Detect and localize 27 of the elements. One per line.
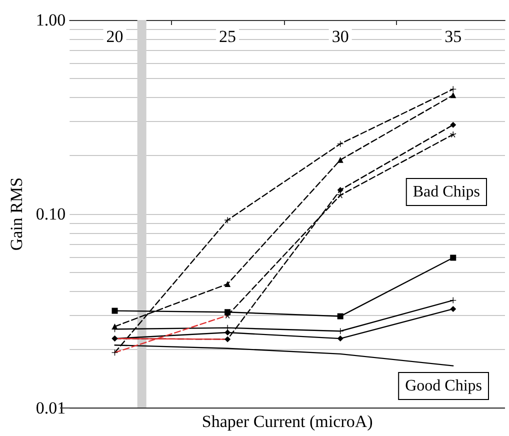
x-tick-label: 20	[106, 27, 124, 46]
point	[450, 92, 456, 98]
point	[450, 122, 456, 128]
point	[450, 254, 456, 261]
y-tick-label: 1.00	[36, 10, 66, 30]
point	[224, 280, 231, 287]
point	[337, 336, 344, 342]
point	[450, 306, 456, 312]
x-axis-title: Shaper Current (microA)	[202, 412, 373, 431]
x-tick-label: 30	[332, 27, 349, 46]
y-tick-label: 0.01	[36, 398, 66, 418]
point	[112, 324, 118, 330]
x-tick-label: 35	[444, 27, 462, 46]
point	[337, 156, 344, 163]
point	[224, 336, 231, 342]
y-axis-title: Gain RMS	[7, 177, 26, 251]
annotation: Good Chips	[405, 378, 482, 394]
point	[337, 186, 344, 193]
point	[337, 313, 344, 320]
point	[112, 308, 118, 314]
y-tick-label: 0.10	[36, 204, 66, 224]
x-tick-label: 25	[219, 27, 236, 46]
point	[337, 192, 344, 198]
point	[224, 330, 231, 336]
point	[450, 131, 456, 138]
point	[224, 217, 231, 224]
annotation: Bad Chips	[412, 184, 480, 200]
